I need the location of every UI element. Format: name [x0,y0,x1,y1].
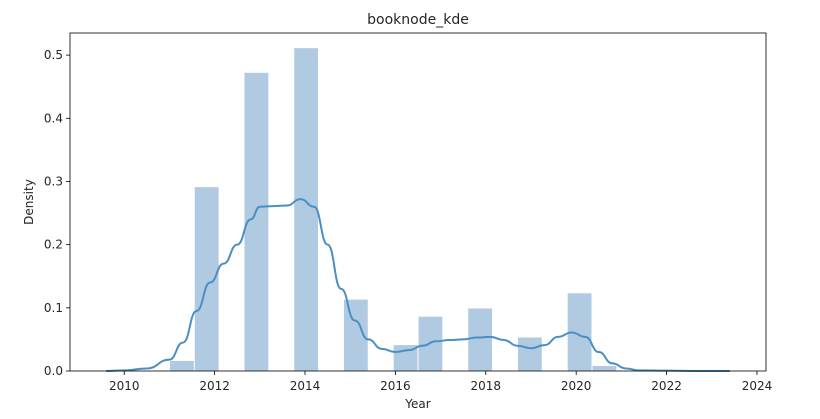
y-axis-label: Density [22,179,36,225]
y-tick-label: 0.4 [44,111,63,125]
x-axis-ticks: 2010 2012 2014 2016 2018 2020 2022 2024 [109,371,772,393]
histogram-bar-4 [343,299,368,371]
kde-curve [106,198,730,372]
x-tick-label: 2012 [199,379,230,393]
histogram-bar-7 [468,308,493,371]
y-tick-label: 0.2 [44,238,63,252]
chart-title: booknode_kde [367,12,469,28]
histogram-bar-3 [294,48,319,371]
y-tick-label: 0.1 [44,301,63,315]
x-tick-label: 2014 [290,379,321,393]
histogram-bar-2 [244,72,269,371]
y-tick-label: 0.5 [44,48,63,62]
y-tick-label: 0.3 [44,174,63,188]
histogram-bar-1 [194,187,219,371]
x-tick-label: 2024 [742,379,773,393]
x-tick-label: 2010 [109,379,140,393]
histogram-bar-10 [592,365,617,371]
x-tick-label: 2022 [651,379,682,393]
axes-frame [69,32,767,372]
histogram-bar-8 [517,337,542,371]
x-tick-label: 2016 [380,379,411,393]
x-tick-label: 2018 [471,379,502,393]
histogram-bar-9 [567,293,592,371]
y-axis-ticks: 0.0 0.1 0.2 0.3 0.4 0.5 [44,48,70,378]
plot-area [106,48,730,372]
x-axis-label: Year [404,397,430,411]
x-tick-label: 2020 [561,379,592,393]
histogram-bar-0 [169,360,194,371]
y-tick-label: 0.0 [44,364,63,378]
